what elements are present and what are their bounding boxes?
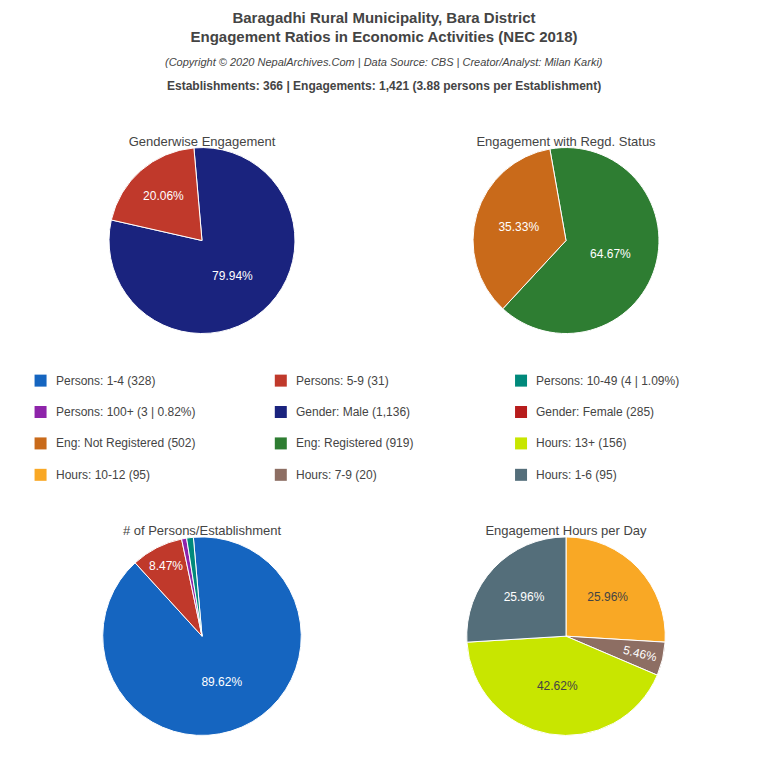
svg-text:Engagement with Regd. Status: Engagement with Regd. Status [476, 134, 656, 149]
svg-text:Gender: Female (285): Gender: Female (285) [536, 405, 654, 419]
svg-text:Persons: 100+ (3 | 0.82%): Persons: 100+ (3 | 0.82%) [56, 405, 196, 419]
svg-text:Persons: 1-4 (328): Persons: 1-4 (328) [56, 374, 155, 388]
svg-text:25.96%: 25.96% [587, 590, 628, 604]
svg-text:Gender: Male (1,136): Gender: Male (1,136) [296, 405, 410, 419]
svg-text:Hours: 13+ (156): Hours: 13+ (156) [536, 436, 626, 450]
svg-text:20.06%: 20.06% [143, 189, 184, 203]
svg-text:79.94%: 79.94% [212, 269, 253, 283]
svg-text:5.46%: 5.46% [622, 643, 659, 665]
svg-text:35.33%: 35.33% [498, 220, 539, 234]
svg-text:Engagement Hours per Day: Engagement Hours per Day [485, 523, 647, 538]
svg-text:42.62%: 42.62% [537, 679, 578, 693]
svg-text:64.67%: 64.67% [590, 247, 631, 261]
svg-text:Hours: 10-12 (95): Hours: 10-12 (95) [56, 468, 150, 482]
svg-text:Genderwise Engagement: Genderwise Engagement [129, 134, 276, 149]
svg-text:8.47%: 8.47% [149, 559, 183, 573]
svg-text:Establishments: 366 | Engageme: Establishments: 366 | Engagements: 1,421… [167, 79, 601, 93]
svg-text:# of Persons/Establishment: # of Persons/Establishment [123, 523, 282, 538]
svg-text:Hours: 7-9 (20): Hours: 7-9 (20) [296, 468, 377, 482]
svg-text:Eng: Not Registered (502): Eng: Not Registered (502) [56, 436, 195, 450]
svg-text:Hours: 1-6 (95): Hours: 1-6 (95) [536, 468, 617, 482]
svg-text:25.96%: 25.96% [504, 590, 545, 604]
svg-text:Persons: 5-9 (31): Persons: 5-9 (31) [296, 374, 389, 388]
svg-text:Persons: 10-49 (4 | 1.09%): Persons: 10-49 (4 | 1.09%) [536, 374, 679, 388]
svg-text:89.62%: 89.62% [201, 675, 242, 689]
svg-text:Eng: Registered (919): Eng: Registered (919) [296, 436, 413, 450]
svg-text:Baragadhi Rural Municipality,: Baragadhi Rural Municipality, Bara Distr… [190, 9, 577, 46]
svg-text:(Copyright © 2020 NepalArchive: (Copyright © 2020 NepalArchives.Com | Da… [165, 56, 603, 68]
